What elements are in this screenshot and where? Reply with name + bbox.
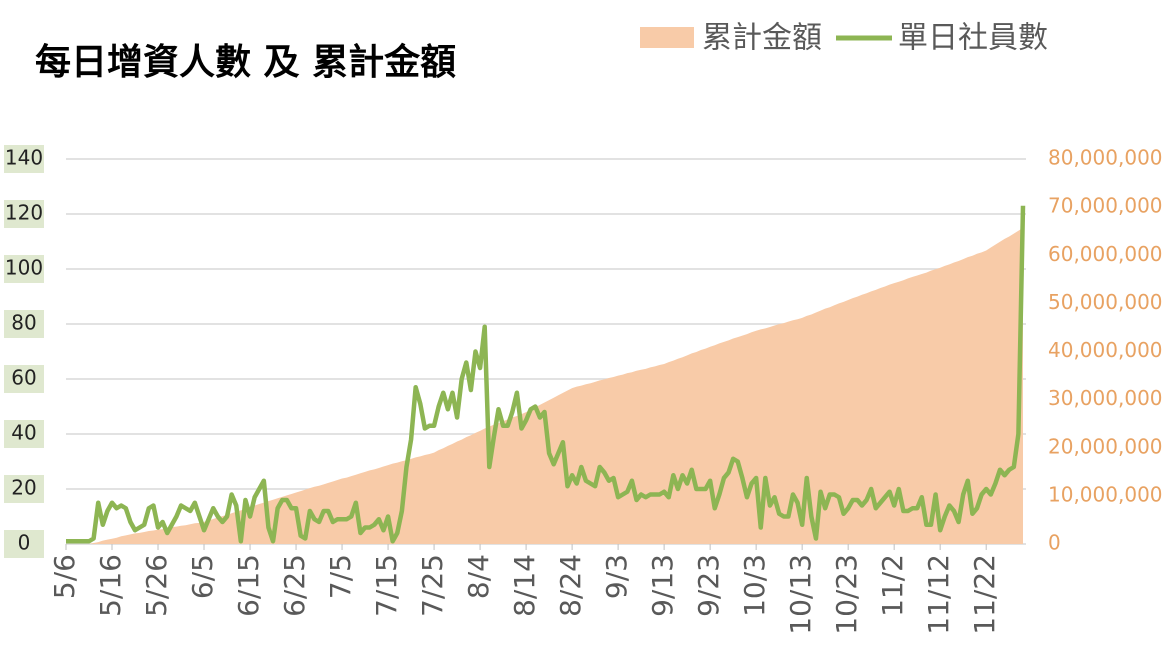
legend-swatch [640,27,694,48]
y2-tick-label: 10,000,000 [1048,482,1163,506]
x-tick-label: 11/22 [968,554,1001,635]
legend-label: 單日社員數 [898,21,1048,56]
y2-tick-label: 40,000,000 [1048,338,1163,362]
chart-title: 每日增資人數 及 累計金額 [35,41,456,83]
y-tick-bg [4,475,44,503]
y-tick-label: 100 [5,256,43,280]
y2-tick-label: 20,000,000 [1048,434,1163,458]
x-tick-label: 5/6 [48,554,81,599]
y-tick-bg [4,365,44,393]
x-tick-label: 11/12 [922,554,955,635]
x-tick-label: 6/15 [232,554,265,617]
x-tick-label: 9/3 [600,554,633,599]
x-tick-label: 10/13 [784,554,817,635]
x-tick-label: 7/5 [324,554,357,599]
x-tick-label: 6/25 [278,554,311,617]
y-tick-label: 80 [11,311,36,335]
area [66,227,1023,544]
x-tick-label: 10/23 [830,554,863,635]
y2-tick-label: 80,000,000 [1048,146,1163,170]
y-tick-bg [4,255,44,283]
x-tick-label: 9/23 [692,554,725,617]
line [66,205,1026,544]
y-tick-bg [4,200,44,228]
x-tick-label: 6/5 [186,554,219,599]
y-tick-bg [4,310,44,338]
y-tick-bg [4,145,44,173]
y-tick-label: 60 [11,366,36,390]
x-tick-label: 8/4 [462,554,495,599]
y2-tick-label: 50,000,000 [1048,290,1163,314]
y-tick-label: 40 [11,421,36,445]
y2-tick-label: 30,000,000 [1048,386,1163,410]
y-tick-label: 0 [18,531,31,555]
x-tick-label: 8/24 [554,554,587,617]
y2-tick-label: 0 [1048,531,1061,555]
x-tick-label: 8/14 [508,554,541,617]
y2-tick-label: 60,000,000 [1048,242,1163,266]
x-tick-label: 10/3 [738,554,771,617]
x-tick-label: 5/26 [140,554,173,617]
x-tick-label: 7/15 [370,554,403,617]
y-tick-bg [4,420,44,448]
y-tick-label: 120 [5,201,43,225]
y-tick-label: 20 [11,476,36,500]
x-tick-label: 7/25 [416,554,449,617]
legend-label: 累計金額 [702,21,822,56]
x-tick-label: 5/16 [94,554,127,617]
y-tick-label: 140 [5,146,43,170]
x-tick-label: 11/2 [876,554,909,617]
y2-tick-label: 70,000,000 [1048,194,1163,218]
y-tick-bg [4,530,44,558]
x-tick-label: 9/13 [646,554,679,617]
